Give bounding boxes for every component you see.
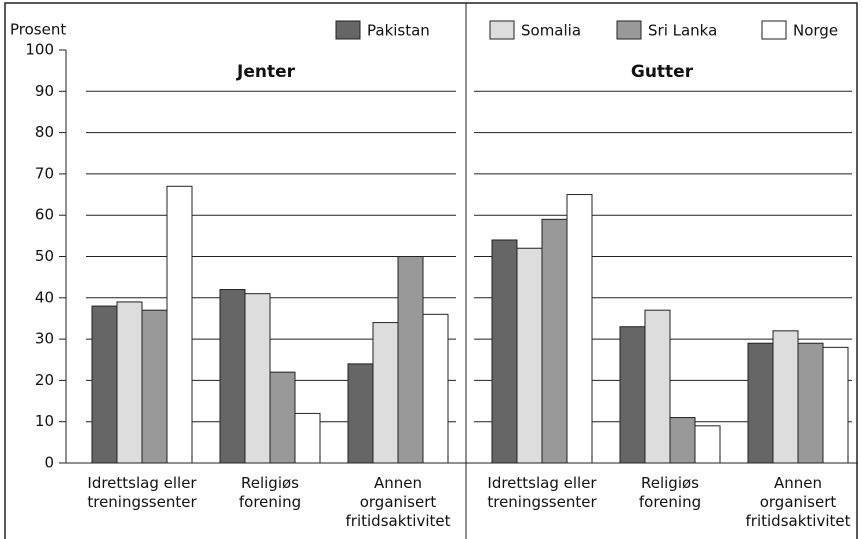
bar [772,330,799,464]
frame [4,2,858,539]
x-tick-label: Idrettslag eller treningssenter [87,474,197,511]
bar [541,218,568,464]
bar [422,313,449,464]
y-tick-label: 20 [35,371,54,389]
panel-title: Jenter [236,62,296,82]
bar [141,309,168,464]
bar [491,239,518,464]
x-tick-label: Annen organisert fritidsaktivitet [346,474,451,530]
y-tick-label: 0 [44,454,54,472]
bar [166,185,193,464]
bar [566,194,593,464]
panel-title: Gutter [631,62,694,82]
legend-swatch [616,20,642,40]
x-tick-label: Religiøs forening [239,474,301,511]
bar [91,305,118,464]
bar [694,425,721,464]
legend-label: Pakistan [367,22,430,40]
y-tick-label: 100 [25,41,54,59]
y-tick-label: 60 [35,206,54,224]
bar [397,256,424,464]
bar [822,346,849,464]
bar [116,301,143,464]
bar [244,293,271,464]
y-tick-label: 80 [35,123,54,141]
y-axis-label: Prosent [10,21,66,39]
x-tick-label: Idrettslag eller treningssenter [487,474,597,511]
x-tick-label: Annen organisert fritidsaktivitet [746,474,851,530]
y-tick-label: 30 [35,330,54,348]
bar [669,417,696,464]
bar [294,412,321,464]
legend-label: Norge [793,22,838,40]
y-tick-label: 10 [35,412,54,430]
legend-swatch [489,20,515,40]
legend-label: Somalia [521,22,581,40]
bar [219,289,246,464]
bar [269,371,296,464]
bar [619,326,646,464]
bar [797,342,824,464]
bar [516,247,543,464]
y-tick-label: 40 [35,288,54,306]
y-tick-label: 70 [35,164,54,182]
legend-label: Sri Lanka [648,22,717,40]
y-tick-label: 90 [35,82,54,100]
bar [347,363,374,464]
bar [644,309,671,464]
legend-swatch [335,20,361,40]
y-tick-label: 50 [35,247,54,265]
legend-swatch [761,20,787,40]
bar [747,342,774,464]
x-tick-label: Religiøs forening [639,474,701,511]
bar [372,322,399,464]
